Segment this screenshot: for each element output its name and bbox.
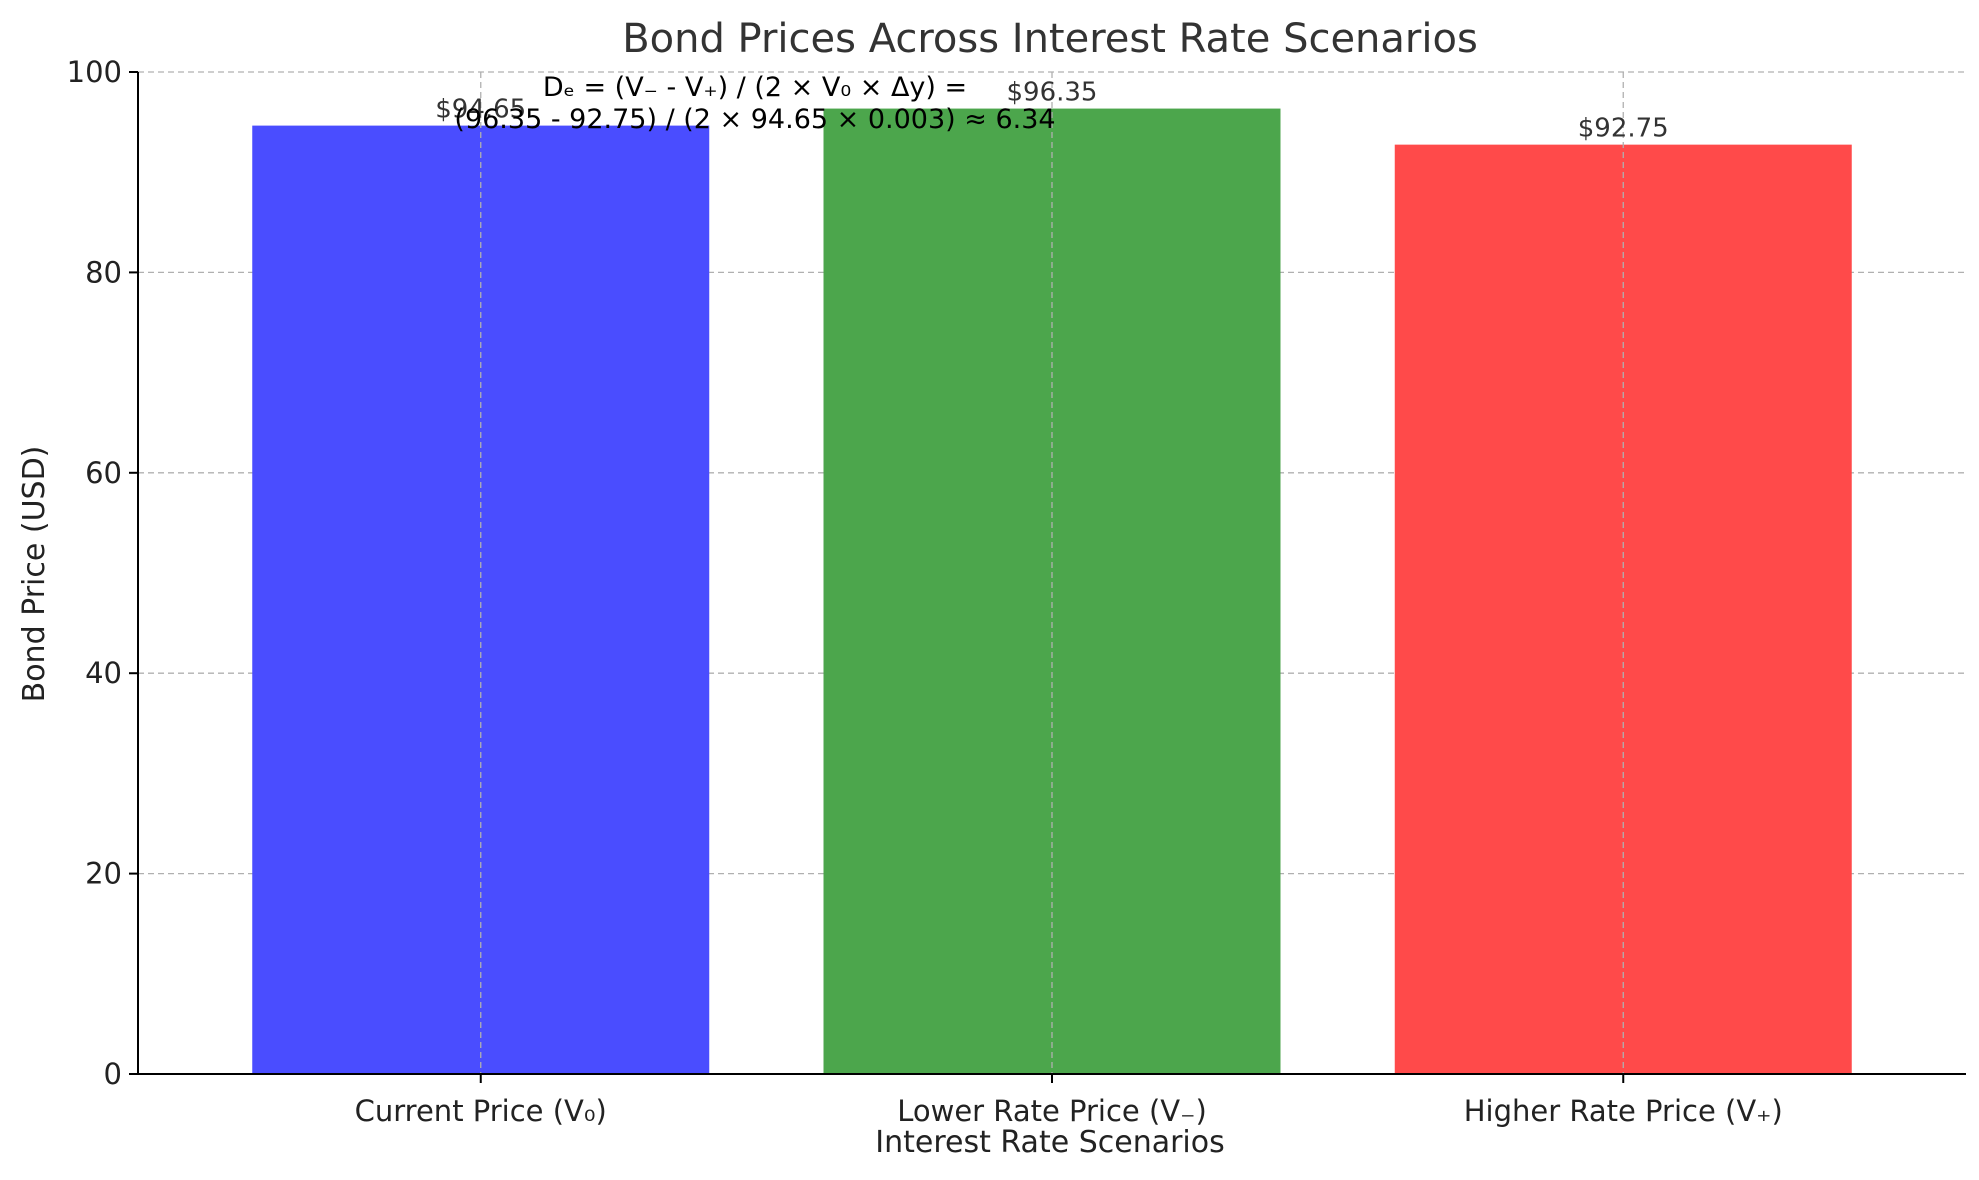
annotation-line-2: (96.35 - 92.75) / (2 × 94.65 × 0.003) ≈ …: [454, 104, 1055, 135]
y-tick-labels: 0 20 40 60 80 100: [67, 55, 122, 1091]
y-tick-label: 80: [85, 255, 122, 289]
value-label: $94.65: [435, 95, 526, 125]
bars: [252, 108, 1852, 1075]
value-label: $92.75: [1578, 114, 1669, 144]
x-tick-label: Higher Rate Price (V₊): [1464, 1094, 1783, 1128]
x-axis-label: Interest Rate Scenarios: [875, 1125, 1225, 1160]
y-tick-label: 100: [67, 55, 122, 89]
value-label: $96.35: [1007, 78, 1098, 108]
y-tick-label: 40: [85, 656, 122, 690]
chart-title: Bond Prices Across Interest Rate Scenari…: [622, 16, 1478, 62]
x-tick-label: Lower Rate Price (V₋): [897, 1094, 1207, 1128]
bar: [1394, 144, 1852, 1074]
annotation-line-1: Dₑ = (V₋ - V₊) / (2 × V₀ × Δy) =: [543, 72, 967, 103]
vertical-grid-lines: [480, 72, 1624, 1074]
x-tick-label: Current Price (V₀): [355, 1094, 607, 1128]
y-tick-label: 0: [104, 1057, 122, 1091]
y-tick-label: 60: [85, 456, 122, 490]
x-tick-labels: Current Price (V₀) Lower Rate Price (V₋) H…: [355, 1094, 1783, 1128]
axes: [129, 71, 1966, 1083]
value-labels: $94.65 $96.35 $92.75: [435, 78, 1668, 144]
y-axis-label: Bond Price (USD): [17, 446, 52, 703]
y-tick-label: 20: [85, 857, 122, 891]
